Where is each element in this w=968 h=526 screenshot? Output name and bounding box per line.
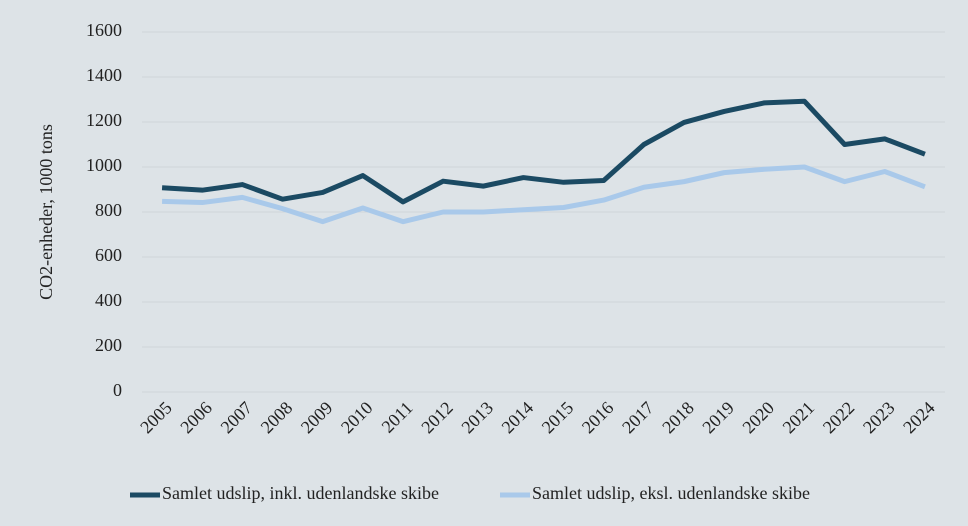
legend-label: Samlet udslip, eksl. udenlandske skibe xyxy=(532,483,810,503)
y-tick-label: 1600 xyxy=(86,20,122,40)
y-axis-label: CO2-enheder, 1000 tons xyxy=(36,124,56,300)
y-tick-label: 1000 xyxy=(86,155,122,175)
y-tick-label: 0 xyxy=(113,380,122,400)
line-series xyxy=(161,98,926,205)
legend-label: Samlet udslip, inkl. udenlandske skibe xyxy=(162,483,439,503)
y-tick-label: 1400 xyxy=(86,65,122,85)
y-tick-label: 200 xyxy=(95,335,122,355)
y-tick-label: 400 xyxy=(95,290,122,310)
y-tick-label: 1200 xyxy=(86,110,122,130)
y-tick-label: 600 xyxy=(95,245,122,265)
y-tick-label: 800 xyxy=(95,200,122,220)
line-series xyxy=(162,164,926,225)
